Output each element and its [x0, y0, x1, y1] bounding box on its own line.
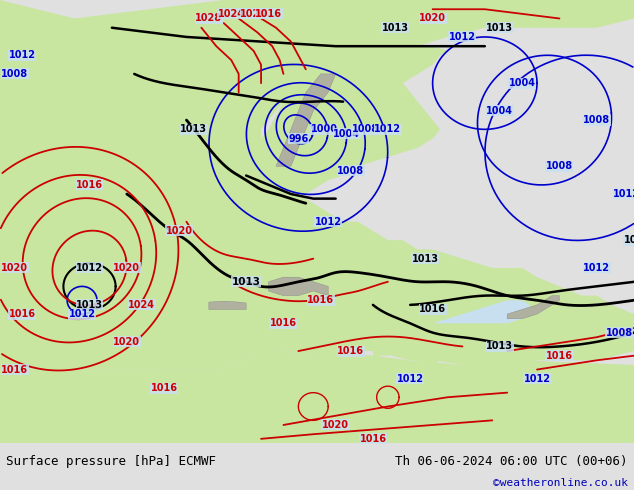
Polygon shape — [410, 318, 559, 369]
Polygon shape — [0, 0, 634, 369]
Text: 1008: 1008 — [1, 69, 29, 79]
Text: Th 06-06-2024 06:00 UTC (00+06): Th 06-06-2024 06:00 UTC (00+06) — [395, 455, 628, 468]
Text: 1012: 1012 — [374, 124, 401, 134]
Text: 1013: 1013 — [411, 254, 439, 264]
Text: 1012: 1012 — [314, 217, 342, 227]
Text: 1004: 1004 — [508, 78, 536, 88]
Text: 1016: 1016 — [546, 351, 573, 361]
Text: 1020: 1020 — [113, 337, 140, 347]
Text: Surface pressure [hPa] ECMWF: Surface pressure [hPa] ECMWF — [6, 455, 216, 468]
Text: 1016: 1016 — [307, 295, 334, 305]
Polygon shape — [280, 282, 343, 351]
Text: 1012: 1012 — [524, 374, 550, 384]
Polygon shape — [175, 143, 228, 240]
Text: 1008: 1008 — [605, 328, 633, 338]
Text: 1004: 1004 — [486, 106, 514, 116]
Polygon shape — [313, 348, 339, 356]
Text: 1008: 1008 — [583, 115, 611, 125]
Text: 1016: 1016 — [9, 309, 36, 319]
Polygon shape — [432, 300, 529, 323]
Text: 1012: 1012 — [76, 263, 103, 273]
Text: 1013: 1013 — [486, 23, 514, 33]
Text: 1012: 1012 — [397, 374, 424, 384]
Polygon shape — [45, 88, 127, 116]
Polygon shape — [0, 0, 186, 101]
Text: 996: 996 — [288, 134, 309, 144]
Polygon shape — [209, 301, 246, 310]
Text: 1013: 1013 — [181, 124, 207, 134]
Text: 1024: 1024 — [128, 300, 155, 310]
Text: 1012: 1012 — [449, 32, 476, 42]
Polygon shape — [269, 277, 328, 295]
Text: 1012: 1012 — [9, 50, 36, 60]
Text: 1016: 1016 — [419, 304, 446, 315]
Text: 1016: 1016 — [270, 318, 297, 328]
Text: 1013: 1013 — [486, 342, 514, 351]
Text: 1013: 1013 — [231, 277, 261, 287]
Text: 1020: 1020 — [240, 9, 267, 19]
Text: 1020: 1020 — [419, 14, 446, 24]
Text: 1020: 1020 — [113, 263, 140, 273]
Polygon shape — [0, 351, 634, 443]
Text: 1008: 1008 — [546, 161, 573, 172]
Text: 1016: 1016 — [151, 383, 178, 393]
Text: 1012: 1012 — [583, 263, 610, 273]
Text: 1013: 1013 — [382, 23, 409, 33]
Text: 1008: 1008 — [352, 124, 379, 134]
Text: 1016: 1016 — [359, 434, 387, 444]
Text: 1020: 1020 — [165, 226, 193, 236]
Polygon shape — [261, 46, 448, 194]
Text: 101: 101 — [624, 235, 634, 245]
Text: ©weatheronline.co.uk: ©weatheronline.co.uk — [493, 478, 628, 488]
Text: 1004: 1004 — [333, 129, 360, 139]
Text: 1008: 1008 — [337, 166, 364, 176]
Text: 1016: 1016 — [255, 9, 282, 19]
Polygon shape — [276, 74, 335, 166]
Text: 1020: 1020 — [322, 420, 349, 430]
Text: 1012: 1012 — [68, 309, 96, 319]
Polygon shape — [145, 194, 179, 226]
Text: 1016: 1016 — [337, 346, 364, 356]
Text: 1013: 1013 — [76, 300, 103, 310]
Text: 1028: 1028 — [195, 14, 223, 24]
Text: 1016: 1016 — [76, 180, 103, 190]
Text: 1012: 1012 — [613, 189, 634, 199]
Polygon shape — [149, 295, 250, 369]
Polygon shape — [321, 282, 422, 360]
Text: 1020: 1020 — [1, 263, 29, 273]
Text: 1016: 1016 — [1, 365, 29, 374]
Polygon shape — [507, 295, 559, 318]
Text: 1000: 1000 — [311, 124, 338, 134]
Text: 1024: 1024 — [217, 9, 245, 19]
